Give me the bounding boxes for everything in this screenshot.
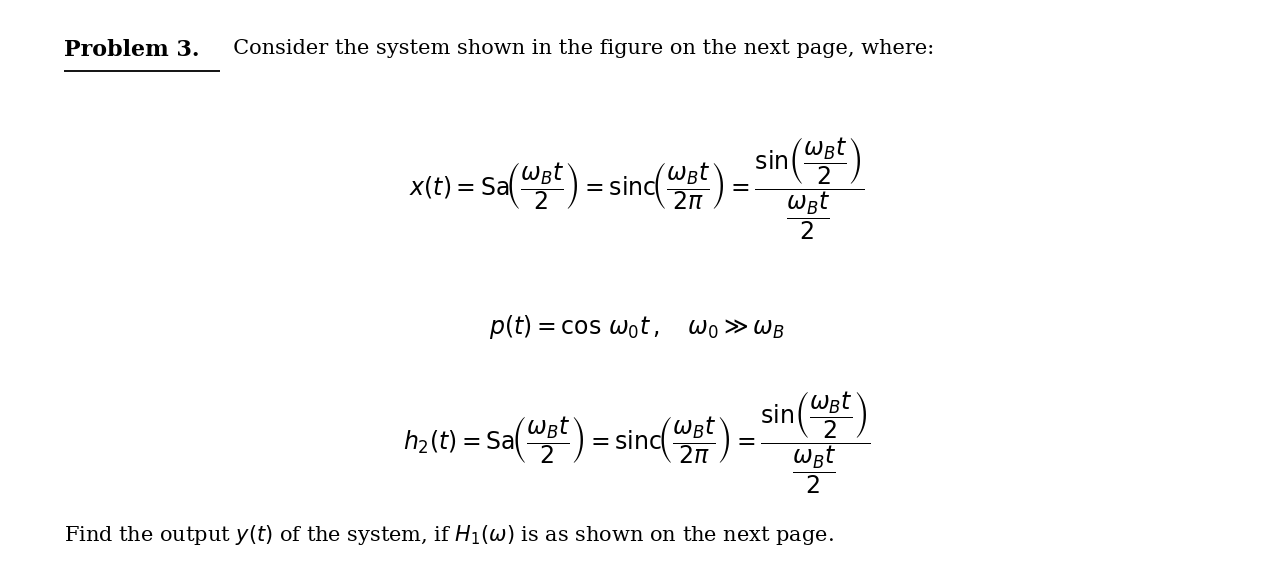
Text: $h_2(t) = \mathrm{Sa}\!\left(\dfrac{\omega_B t}{2}\right) = \mathrm{sinc}\!\left: $h_2(t) = \mathrm{Sa}\!\left(\dfrac{\ome… (404, 390, 870, 496)
Text: $p(t) = \cos\,\omega_0 t\,,\quad \omega_0 \gg \omega_B$: $p(t) = \cos\,\omega_0 t\,,\quad \omega_… (489, 313, 785, 341)
Text: Find the output $y(t)$ of the system, if $H_1(\omega)$ is as shown on the next p: Find the output $y(t)$ of the system, if… (64, 523, 833, 547)
Text: Problem 3.: Problem 3. (64, 39, 199, 61)
Text: Consider the system shown in the figure on the next page, where:: Consider the system shown in the figure … (220, 39, 935, 59)
Text: $x(t) = \mathrm{Sa}\!\left(\dfrac{\omega_B t}{2}\right) = \mathrm{sinc}\!\left(\: $x(t) = \mathrm{Sa}\!\left(\dfrac{\omega… (409, 136, 865, 242)
